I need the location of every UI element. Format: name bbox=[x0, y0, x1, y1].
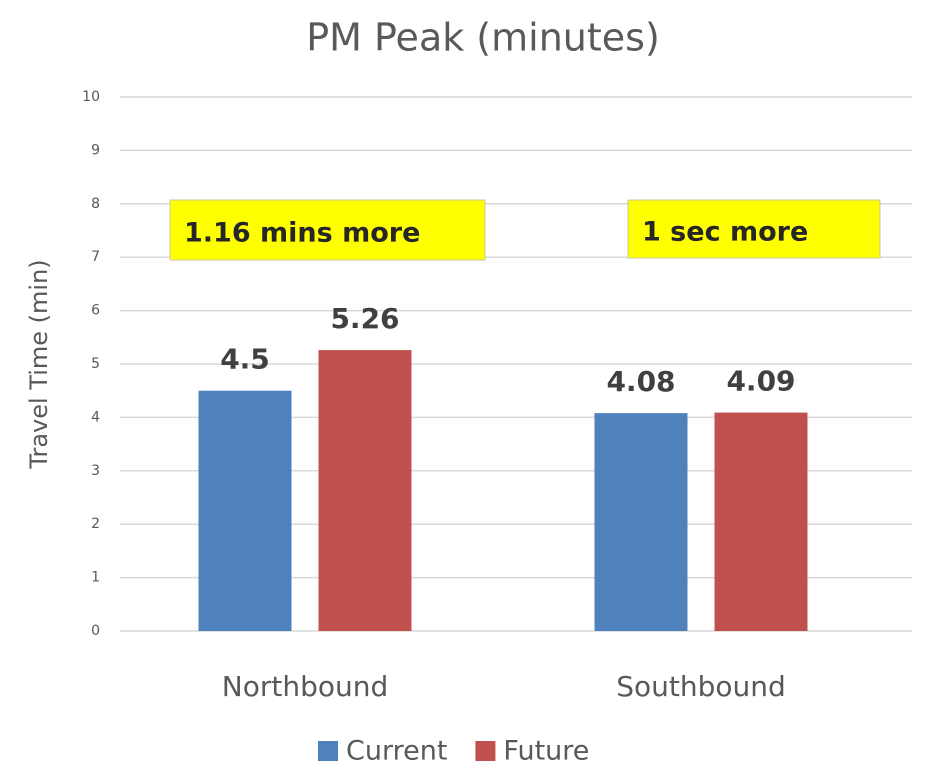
data-label: 4.09 bbox=[726, 365, 795, 398]
chart-title: PM Peak (minutes) bbox=[306, 16, 660, 60]
y-tick-label: 8 bbox=[91, 196, 100, 212]
data-label: 4.5 bbox=[220, 343, 270, 376]
bar bbox=[594, 413, 688, 631]
data-label: 5.26 bbox=[330, 302, 399, 335]
legend-swatch bbox=[475, 741, 496, 761]
y-tick-label: 7 bbox=[91, 249, 100, 265]
y-axis-title: Travel Time (min) bbox=[25, 259, 53, 469]
y-tick-label: 10 bbox=[82, 89, 100, 105]
annotation-box bbox=[169, 199, 486, 261]
legend-label: Current bbox=[346, 736, 447, 767]
y-tick-label: 4 bbox=[91, 409, 100, 425]
annotation-box bbox=[627, 199, 881, 259]
bar bbox=[318, 350, 412, 631]
annotation: 1.16 mins more bbox=[184, 218, 420, 249]
y-tick-label: 6 bbox=[91, 303, 100, 319]
data-label: 4.08 bbox=[606, 365, 675, 398]
y-tick-label: 9 bbox=[91, 142, 100, 158]
annotation: 1 sec more bbox=[642, 217, 808, 248]
y-tick-label: 1 bbox=[91, 570, 100, 586]
bar bbox=[714, 412, 808, 631]
y-tick-label: 5 bbox=[91, 356, 100, 372]
bar bbox=[198, 390, 292, 631]
legend-swatch bbox=[318, 741, 338, 761]
y-tick-label: 3 bbox=[91, 463, 100, 479]
legend-label: Future bbox=[503, 736, 589, 767]
y-tick-label: 0 bbox=[91, 623, 100, 639]
y-tick-label: 2 bbox=[91, 516, 100, 532]
x-tick-label: Northbound bbox=[222, 670, 388, 703]
x-tick-label: Southbound bbox=[616, 670, 786, 703]
